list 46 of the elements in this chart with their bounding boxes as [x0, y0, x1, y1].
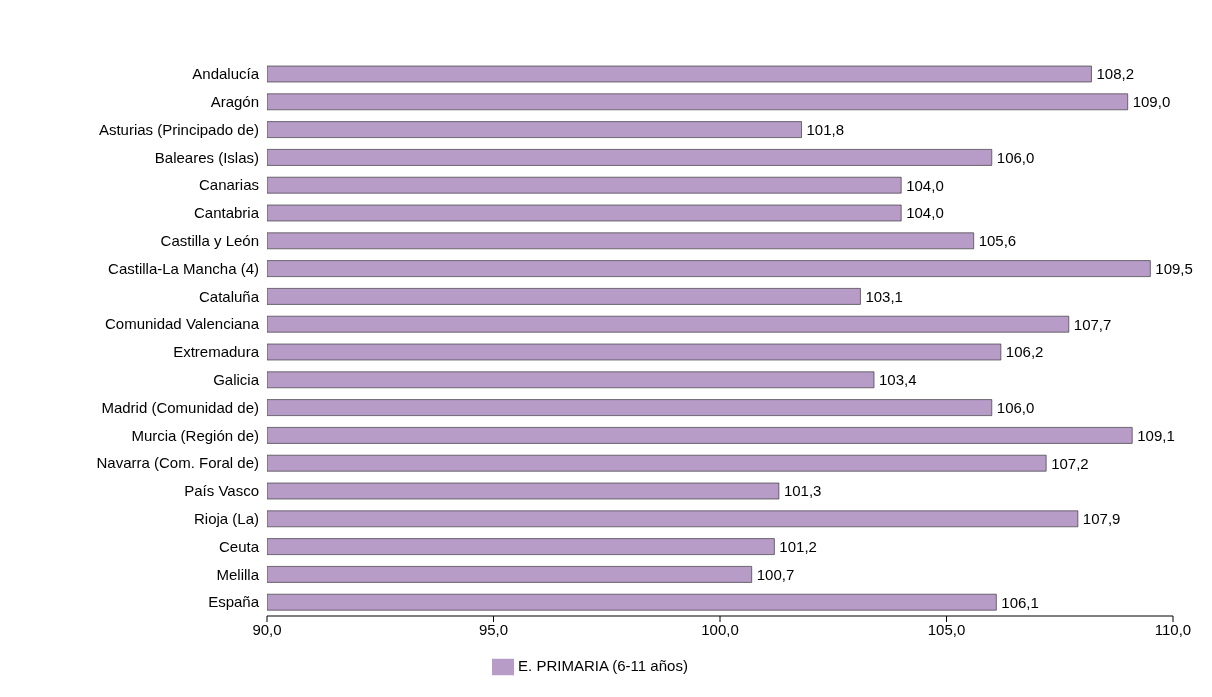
y-tick-label: Rioja (La) [193, 510, 259, 528]
data-label: 107,7 [1073, 315, 1112, 333]
data-label: 101,8 [806, 120, 845, 138]
y-tick-label: Murcia (Región de) [131, 426, 259, 444]
data-label: 103,4 [879, 371, 917, 389]
y-tick-label: Cataluña [198, 287, 260, 305]
x-tick-label: 110,0 [1154, 620, 1192, 638]
data-label: 106,0 [996, 398, 1035, 416]
y-tick-label: Cantabria [193, 204, 260, 222]
data-label: 109,5 [1155, 259, 1193, 277]
y-tick-label: Baleares (Islas) [154, 148, 259, 166]
data-label: 106,2 [1005, 343, 1044, 361]
y-tick-label: País Vasco [184, 482, 259, 500]
x-tick-label: 105,0 [927, 620, 966, 638]
data-label: 109,1 [1137, 426, 1175, 444]
data-label: 107,9 [1082, 510, 1121, 528]
y-tick-label: Castilla-La Mancha (4) [108, 259, 259, 277]
y-tick-label: Aragón [210, 93, 259, 111]
y-tick-label: Castilla y León [160, 232, 259, 250]
data-label: 100,7 [756, 565, 795, 583]
data-label: 103,1 [865, 287, 903, 305]
y-tick-label: Extremadura [173, 343, 260, 361]
x-tick-label: 90,0 [252, 620, 282, 638]
data-label: 104,0 [906, 204, 944, 222]
y-tick-label: Madrid (Comunidad de) [101, 398, 259, 416]
data-label: 106,0 [996, 148, 1035, 166]
x-tick-label: 100,0 [701, 620, 739, 638]
y-tick-label: Ceuta [218, 537, 260, 555]
data-label: 108,2 [1096, 65, 1135, 83]
y-tick-label: Andalucía [192, 65, 260, 83]
data-label: 104,0 [906, 176, 944, 194]
data-label: 101,2 [779, 537, 817, 555]
data-label: 106,1 [1001, 593, 1039, 611]
y-tick-label: Navarra (Com. Foral de) [96, 454, 259, 472]
y-tick-label: Comunidad Valenciana [105, 315, 260, 333]
y-tick-label: España [208, 593, 260, 611]
legend-label: E. PRIMARIA (6-11 años) [518, 656, 688, 674]
data-label: 105,6 [978, 232, 1017, 250]
data-label: 109,0 [1132, 93, 1171, 111]
data-label: 101,3 [783, 482, 822, 500]
y-tick-label: Melilla [216, 565, 260, 583]
data-label: 107,2 [1051, 454, 1089, 472]
y-tick-label: Asturias (Principado de) [98, 120, 259, 138]
x-tick-label: 95,0 [478, 620, 509, 638]
y-tick-label: Galicia [213, 371, 260, 389]
y-tick-label: Canarias [198, 176, 259, 194]
